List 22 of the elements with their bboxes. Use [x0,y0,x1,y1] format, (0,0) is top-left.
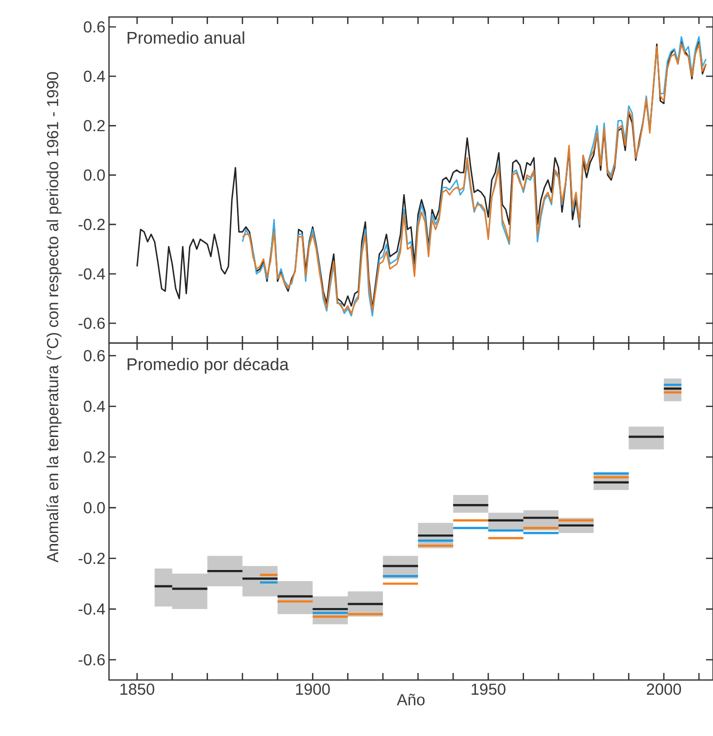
y-tick-label: 0.4 [84,70,105,82]
y-tick-label: 0.2 [84,120,105,132]
y-tick-label: 0.6 [84,350,105,362]
y-tick-label: -0.4 [78,603,105,615]
y-tick-label: 0.2 [84,451,105,463]
text: Promedio anual [128,31,244,44]
x-tick-label: 1900 [296,684,330,695]
y-tick-label: 0.0 [84,169,105,181]
y-tick-label: 0.6 [84,21,105,33]
y-tick-label: 0.0 [84,502,105,514]
y-tick-label: -0.2 [78,552,105,564]
y-tick-label: -0.4 [78,268,105,280]
y-tick-label: -0.2 [78,218,105,230]
text: Promedio por década [128,358,289,374]
x-tick-label: 1850 [120,684,154,695]
y-tick-label: 0.4 [84,400,105,412]
x-axis-title: Año [396,694,425,706]
x-tick-label: 1950 [472,684,506,695]
y-tick-label: -0.6 [78,318,105,329]
y-tick-label: -0.6 [78,654,105,666]
x-tick-label: 2000 [646,684,681,695]
y-axis-title: Anomalía en la temperatura (°C) con respecto al periodo 1961 - 1990 [46,72,62,563]
